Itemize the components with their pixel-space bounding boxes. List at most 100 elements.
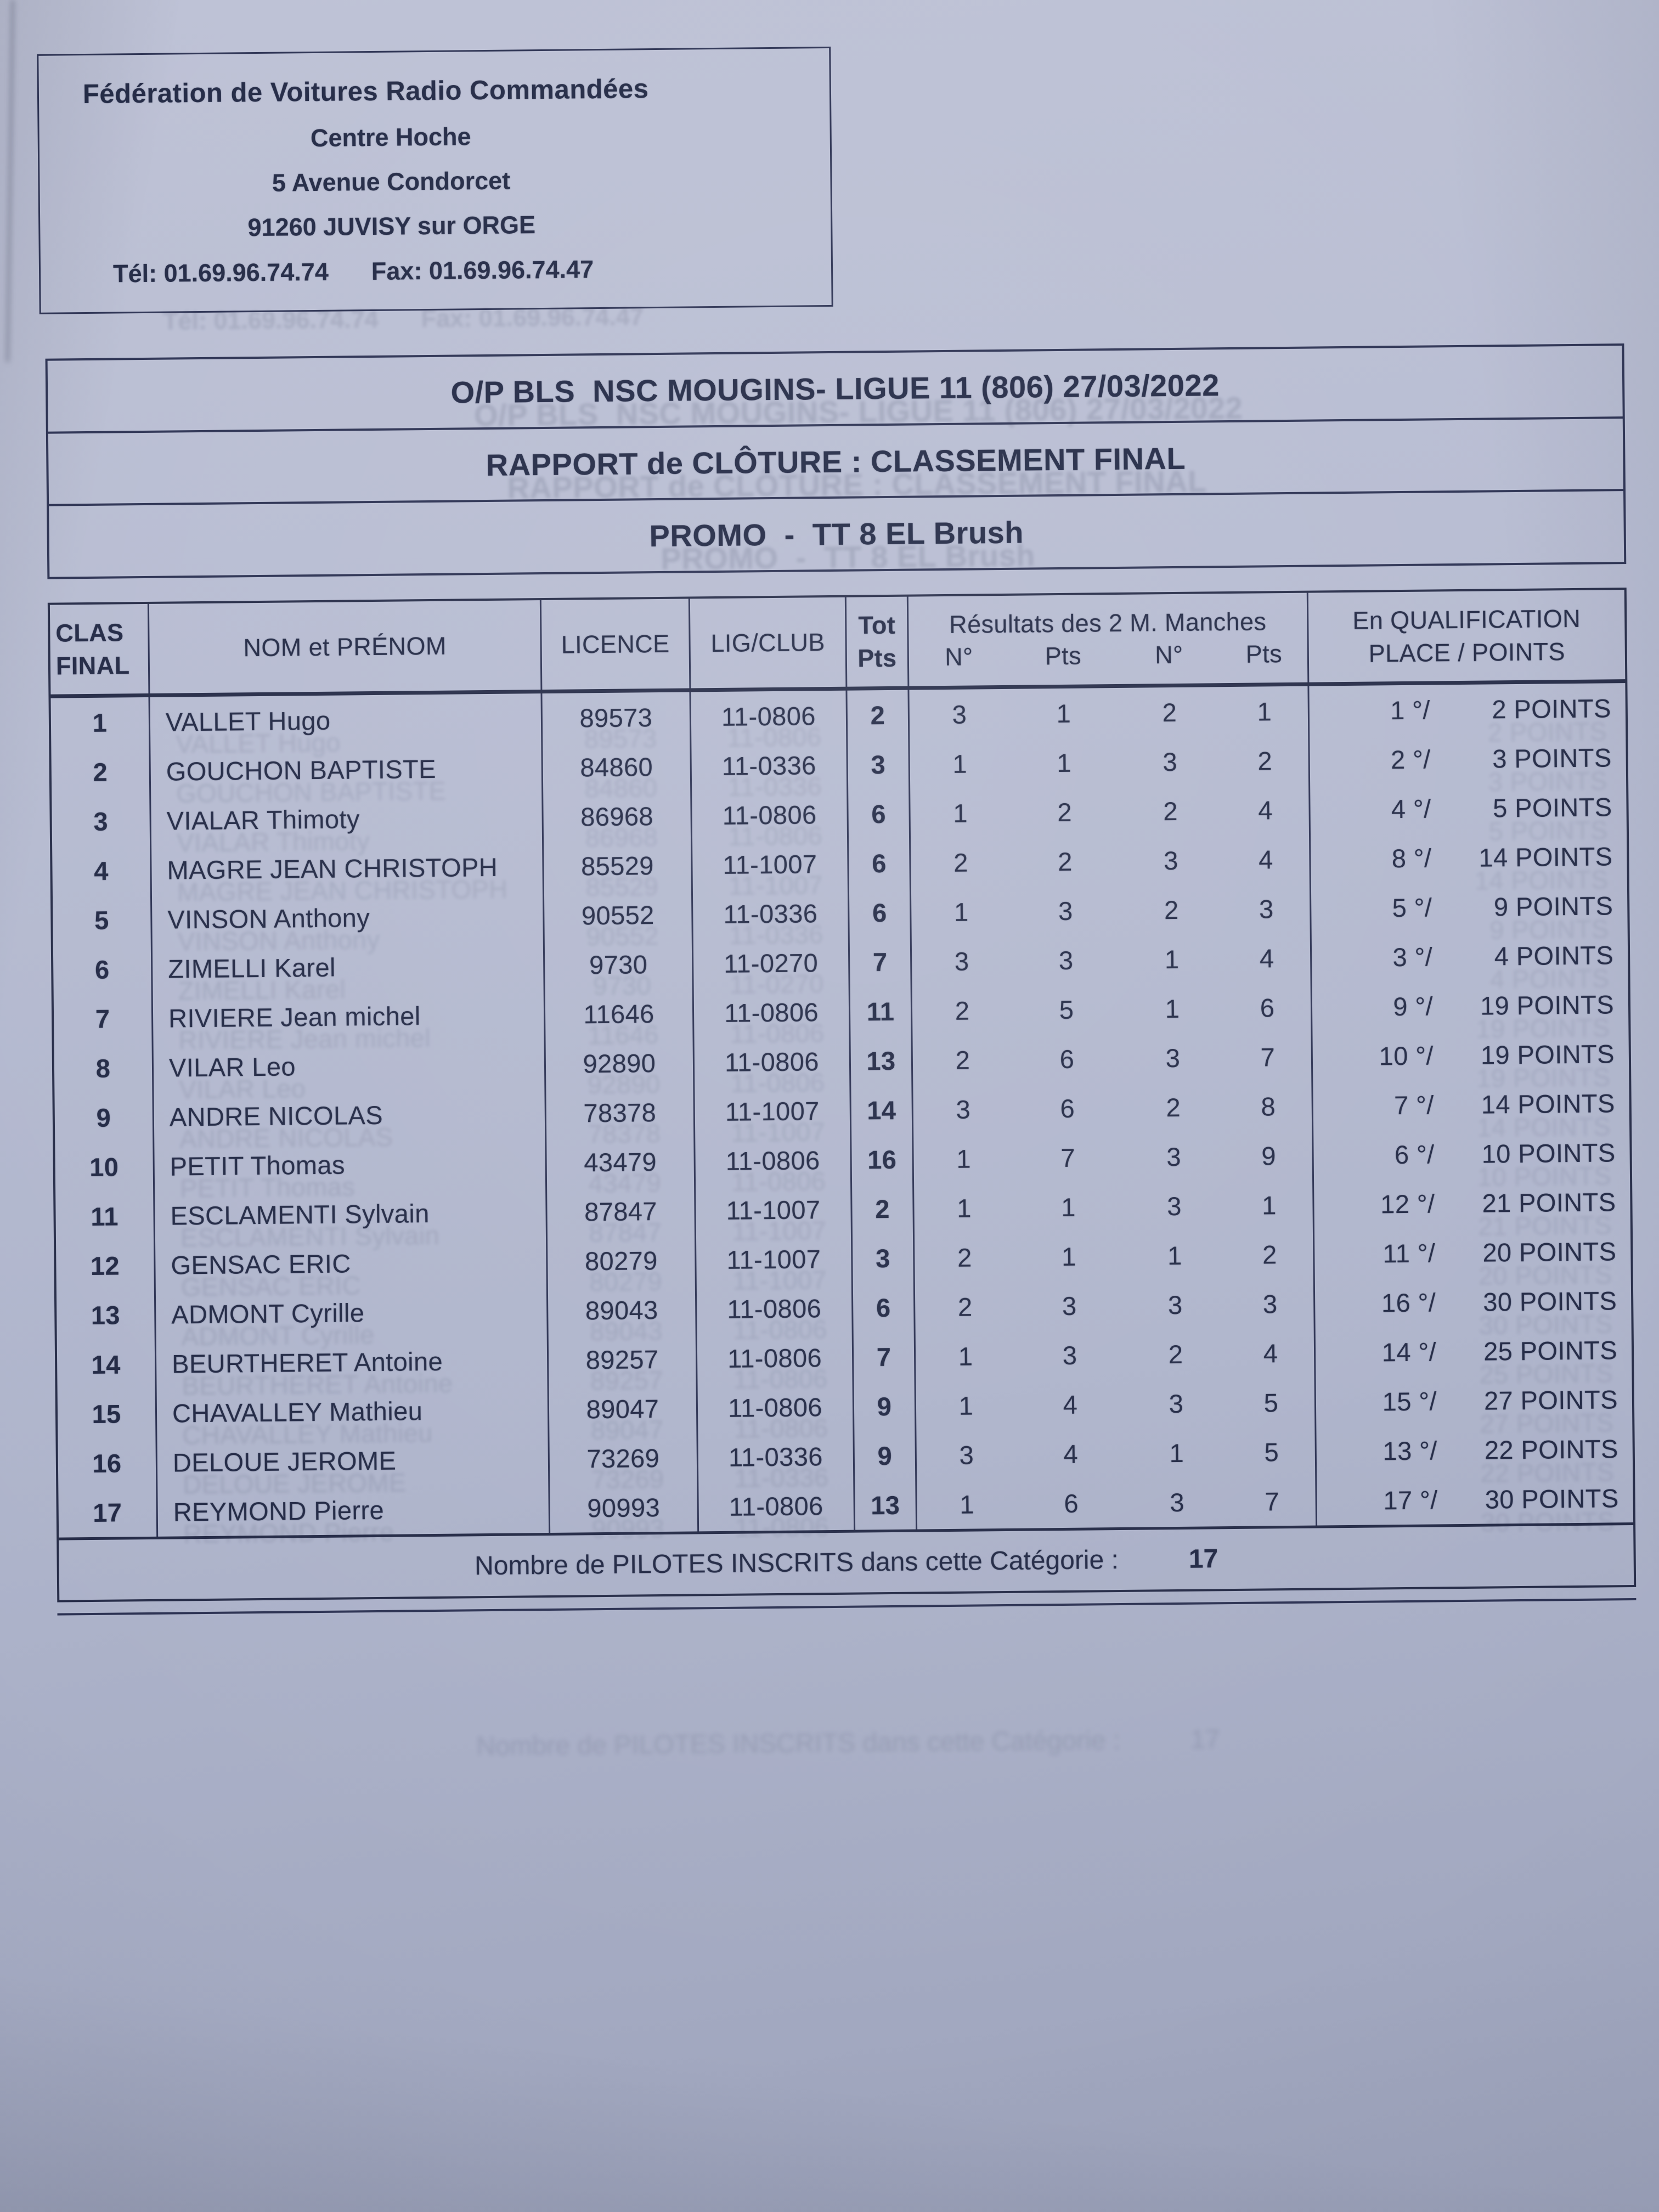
cell-nom: ADMONT Cyrille ADMONT Cyrille — [155, 1285, 549, 1351]
cell-licence: 89047 89047 — [549, 1383, 698, 1444]
cell-n1: 2 — [955, 996, 970, 1025]
cell-clas: 14 — [57, 1339, 157, 1390]
cell-n1: 1 — [953, 798, 968, 828]
cell-pts1: 3 — [1058, 896, 1073, 926]
cell-pts1: 6 — [1060, 1093, 1075, 1123]
cell-pts1: 1 — [1060, 1192, 1076, 1222]
cell-tot: 16 — [851, 1134, 915, 1184]
cell-licence: 89573 89573 — [542, 692, 692, 753]
cell-nom: DELOUE JEROME DELOUE JEROME — [157, 1434, 550, 1499]
pilots-count-label: Nombre de PILOTES INSCRITS dans cette Ca… — [474, 1545, 1119, 1581]
cell-n2: 2 — [1163, 796, 1178, 826]
cell-n1: 1 — [953, 897, 969, 927]
cell-qualification: 3 °/ 4 POINTS 4 POINTS — [1392, 940, 1614, 994]
cell-qualification: 12 °/ 21 POINTS 21 POINTS — [1380, 1187, 1616, 1241]
col-header-manches-group: Résultats des 2 M. Manches N° Pts N° Pts — [908, 592, 1310, 686]
cell-club: 11-0806 11-0806 — [694, 1036, 851, 1098]
cell-n2: 2 — [1168, 1339, 1183, 1369]
cell-qualification: 8 °/ 14 POINTS 14 POINTS — [1391, 841, 1613, 895]
cell-licence: 73269 73269 — [549, 1432, 699, 1494]
cell-pts2: 2 — [1221, 735, 1311, 786]
cell-club: 11-1007 11-1007 — [692, 838, 849, 900]
cell-licence: 90993 90993 — [550, 1482, 699, 1543]
cell-licence: 43479 43479 — [546, 1136, 696, 1198]
cell-clas: 5 — [52, 894, 153, 945]
cell-n1: 3 — [959, 1440, 974, 1470]
org-city: 91260 JUVISY sur ORGE — [247, 211, 536, 242]
category-title: PROMO - TT 8 EL Brush — [649, 515, 1024, 554]
cell-nom: BEURTHERET Antoine BEURTHERET Antoine — [156, 1335, 549, 1400]
cell-club: 11-0806 11-0806 — [697, 1381, 855, 1443]
cell-tot: 11 — [850, 986, 913, 1036]
cell-nom: REYMOND Pierre REYMOND Pierre — [157, 1483, 551, 1548]
cell-n2: 3 — [1166, 1142, 1182, 1171]
cell-qualification: 14 °/ 25 POINTS 25 POINTS — [1381, 1335, 1618, 1389]
cell-n1: 1 — [956, 1193, 972, 1223]
cell-club: 11-0806 11-0806 — [696, 1283, 854, 1345]
cell-n1: 1 — [960, 1489, 975, 1519]
results-table: CLAS FINAL NOM et PRÉNOM LICENCE LIG/CLU… — [47, 588, 1637, 1602]
col-header-pts1: Pts — [1045, 641, 1082, 670]
cell-club: 11-1007 11-1007 — [695, 1085, 852, 1147]
cell-nom: GENSAC ERIC GENSAC ERIC — [155, 1236, 548, 1301]
cell-tot: 2 — [852, 1183, 915, 1234]
cell-pts1: 7 — [1060, 1143, 1076, 1172]
cell-qualification: 9 °/ 19 POINTS 19 POINTS — [1393, 989, 1615, 1043]
cell-clas: 4 — [52, 845, 152, 896]
cell-pts2: 3 — [1226, 1278, 1316, 1329]
cell-pts1: 1 — [1056, 698, 1071, 728]
cell-n1: 3 — [952, 699, 967, 729]
col-header-club: LIG/CLUB — [690, 597, 848, 689]
cell-tot: 9 — [854, 1381, 917, 1431]
org-contact: Tél: 01.69.96.74.74 Fax: 01.69.96.74.47 — [41, 253, 831, 289]
cell-licence: 86968 86968 — [543, 791, 693, 852]
title-block: O/P BLS NSC MOUGINS- LIGUE 11 (806) 27/0… — [45, 343, 1627, 579]
cell-clas: 9 — [54, 1092, 155, 1143]
cell-n1: 2 — [955, 1045, 970, 1075]
cell-pts2: 1 — [1221, 686, 1310, 737]
cell-n2: 1 — [1169, 1438, 1184, 1468]
cell-pts2: 2 — [1226, 1229, 1315, 1280]
results-table-body: 1 VALLET Hugo VALLET Hugo 89573 89573 11… — [50, 683, 1634, 1548]
cell-clas: 11 — [55, 1190, 156, 1242]
org-building: Centre Hoche — [310, 122, 471, 152]
cell-clas: 13 — [56, 1289, 156, 1340]
category-title-row: PROMO - TT 8 EL Brush PROMO - TT 8 EL Br… — [49, 489, 1624, 577]
col-header-tot-pts: Tot Pts — [846, 596, 910, 687]
fax-number: Fax: 01.69.96.74.47 — [371, 255, 594, 285]
cell-clas: 16 — [58, 1437, 158, 1488]
col-header-qualification: En QUALIFICATION PLACE / POINTS — [1352, 604, 1581, 668]
cell-club: 11-0806 11-0806 — [693, 986, 851, 1048]
cell-qualification: 13 °/ 22 POINTS 22 POINTS — [1383, 1434, 1619, 1488]
cell-n1: 2 — [953, 848, 968, 877]
cell-licence: 89043 89043 — [548, 1284, 697, 1346]
cell-n2: 2 — [1162, 697, 1177, 727]
cell-club: 11-0806 11-0806 — [697, 1332, 854, 1394]
manches-sub-headers: N° Pts N° Pts — [909, 637, 1308, 673]
cell-n1: 2 — [957, 1243, 972, 1272]
cell-qualification: 15 °/ 27 POINTS 27 POINTS — [1382, 1384, 1618, 1438]
cell-tot: 6 — [848, 788, 911, 839]
cell-pts1: 1 — [1057, 748, 1072, 777]
cell-clas: 6 — [53, 944, 153, 995]
cell-pts2: 8 — [1224, 1081, 1314, 1132]
cell-nom: PETIT Thomas PETIT Thomas — [154, 1138, 548, 1203]
cell-pts2: 3 — [1222, 883, 1312, 934]
cell-tot: 6 — [849, 838, 911, 888]
cell-clas: 1 — [50, 697, 151, 748]
cell-tot: 13 — [850, 1035, 913, 1086]
cell-n2: 3 — [1167, 1290, 1183, 1319]
cell-qualification: 7 °/ 14 POINTS 14 POINTS — [1393, 1088, 1615, 1142]
cell-pts2: 7 — [1228, 1476, 1318, 1527]
cell-licence: 80279 80279 — [547, 1235, 697, 1296]
cell-pts2: 9 — [1225, 1130, 1314, 1181]
cell-pts1: 4 — [1063, 1439, 1079, 1469]
report-title: RAPPORT de CLÔTURE : CLASSEMENT FINAL — [486, 441, 1186, 482]
cell-nom: VIALAR Thimoty VIALAR Thimoty — [151, 792, 544, 857]
cell-licence: 78378 78378 — [546, 1087, 696, 1148]
table-header-row: CLAS FINAL NOM et PRÉNOM LICENCE LIG/CLU… — [49, 590, 1626, 698]
cell-nom: ESCLAMENTI Sylvain ESCLAMENTI Sylvain — [155, 1187, 548, 1252]
cell-pts2: 4 — [1222, 785, 1311, 836]
cell-tot: 6 — [853, 1282, 916, 1333]
